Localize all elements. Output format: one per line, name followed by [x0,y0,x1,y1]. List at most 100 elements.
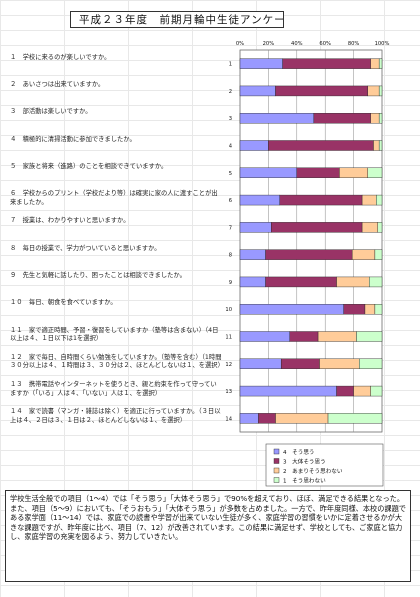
bar-segment [376,194,383,206]
bar-segment [258,413,276,424]
bar-segment [343,304,366,315]
bar-segment [275,85,369,97]
summary-text: 学校生活全般での項目（1～4）では「そう思う」「大体そう思う」で90%を超えてお… [5,490,411,582]
y-tick-label: 11 [225,335,232,341]
bar-segment [313,113,371,124]
bar-segment [289,331,319,342]
bar-segment [370,113,380,124]
legend-label: 3 大体そう思う [283,457,326,465]
question-label: ７ 授業は、わかりやすいと思いますか。 [10,217,130,225]
x-tick-label: 20% [263,41,275,47]
bar-segment [327,413,383,424]
y-tick-label: 10 [225,307,232,313]
bar-segment [239,167,297,178]
x-tick-label: 80% [348,41,360,47]
y-tick-label: 13 [225,389,232,395]
bar-segment [378,58,383,69]
legend-label: 2 あまりそう思わない [283,468,343,475]
bar-segment [239,222,272,233]
bar-segment [239,385,337,397]
bar-segment [351,249,376,260]
bar-segment [374,304,383,315]
question-label: ５ 家族と将来（進路）のことを相談できていますか。 [10,162,168,170]
bar-segment [374,249,383,260]
bar-segment [279,194,363,206]
question-label: ２ あいさつは出来ていますか。 [10,80,105,88]
bar-segment [356,331,383,342]
y-tick-label: 3 [229,116,232,122]
bar-segment [265,249,353,260]
bar-segment [268,140,374,151]
bar-segment [369,276,383,288]
x-tick-label: 0% [236,41,244,47]
question-label: １０ 毎日、朝食を食べていますか。 [10,299,117,307]
question-label: １１ 家で適正時間、予習・復習をしていますか（塾等は含まない）（4日以上は４、１… [10,326,219,343]
y-tick-label: 9 [229,280,232,286]
question-label: ９ 先生と気軽に話したり、困ったことは相談できましたか。 [10,271,186,279]
bar-segment [364,304,376,315]
bar-segment [361,222,378,233]
bar-segment [239,413,259,424]
bar-segment [239,358,282,369]
y-tick-label: 12 [225,362,232,368]
bar-segment [339,167,368,178]
legend-swatch [273,448,280,455]
bar-segment [239,194,280,206]
question-label: ３ 部活動は楽しいですか。 [10,108,92,116]
bar-segment [271,222,363,233]
question-label: ８ 毎日の授業で、学力がついていると思いますか。 [10,244,161,252]
bar-segment [361,194,377,206]
bar-segment [317,331,357,342]
bar-segment [239,140,269,151]
y-tick-label: 2 [229,89,232,95]
bar-segment [370,58,380,69]
bar-segment [239,331,290,342]
bar-segment [239,113,315,124]
plot-area [239,49,383,433]
bar-segment [265,276,337,288]
bar-segment [239,276,266,288]
legend-label: 4 そう思う [283,449,315,456]
bar-segment [367,85,380,97]
bar-segment [377,222,383,233]
bar-segment [336,276,370,288]
question-label: ４ 積極的に清掃活動に参加できましたか。 [10,135,136,143]
y-tick-label: 6 [229,198,232,204]
page-title: 平成２３年度 前期月輪中生徒アンケート [70,11,284,28]
bar-segment [367,167,383,178]
question-list: １ 学校に来るのが楽しいですか。 ２ あいさつは出来ていますか。 ３ 部活動は楽しい… [0,0,225,440]
bar-segment [282,58,371,69]
bar-segment [239,249,266,260]
bar-segment [296,167,340,178]
question-label: １４ 家で読書（マンガ・雑誌は除く）を適正に行っていますか。（３日以上は４、２日… [10,408,221,424]
y-tick-label: 8 [229,253,232,259]
y-tick-label: 5 [229,171,232,177]
bar-segment [378,85,383,97]
bar-segment [353,385,371,397]
y-tick-label: 1 [229,62,232,68]
bar-segment [319,358,360,369]
question-label: １２ 家で毎日、自時間くらい勉強をしていますか。（塾等を含む）（1時間３０分以上… [10,353,224,370]
bar-segment [280,358,320,369]
y-tick-label: 4 [229,144,233,150]
bar-segment [378,140,383,151]
bar-segment [336,385,354,397]
x-tick-label: 60% [319,41,331,47]
bar-segment [239,85,276,97]
legend-swatch [273,458,280,464]
y-tick-label: 7 [229,225,232,231]
question-label: １３ 携帯電話やインターネットを使うとき、親と約束を作って守っていますか（「いる… [10,381,217,397]
question-label: １ 学校に来るのが楽しいですか。 [10,53,111,61]
bar-segment [239,304,344,315]
bar-segment [378,113,383,124]
x-tick-label: 40% [291,41,303,47]
legend-swatch [273,477,280,483]
bar-segment [370,385,383,397]
bar-segment [359,358,383,369]
legend-label: 1 そう思わない [283,477,326,484]
legend-swatch [273,467,280,474]
legend-box [265,443,384,487]
question-label: ６ 学校からのプリント（学校だより等）は確実に家の人に渡すことが出来ましたか。 [10,190,218,206]
bar-segment [373,140,380,151]
